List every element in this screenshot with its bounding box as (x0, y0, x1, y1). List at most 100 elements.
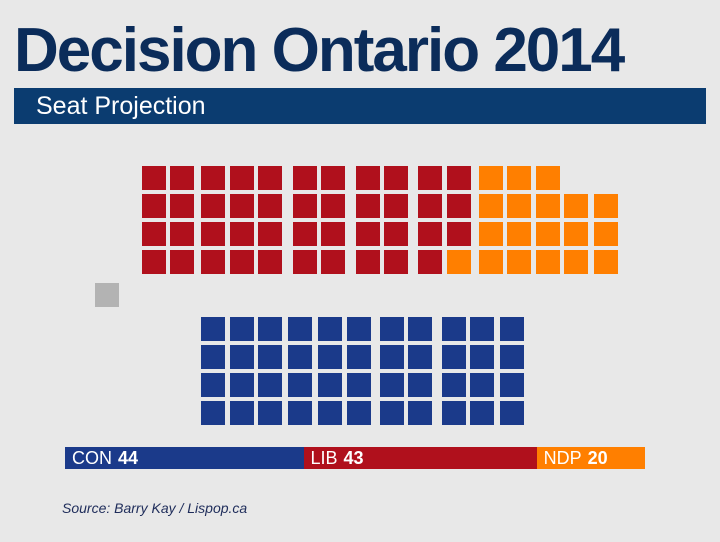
seat-con-23 (347, 373, 371, 397)
seat-lib-3 (142, 222, 166, 246)
seat-lib-28 (321, 250, 345, 274)
seat-ndp-10 (536, 166, 560, 190)
seat-lib-14 (230, 194, 254, 218)
seat-totals-bar: CON 44 LIB 43 NDP 20 (65, 447, 645, 469)
seat-con-29 (408, 317, 432, 341)
seat-ndp-16 (564, 250, 588, 274)
legend-con-seats: 44 (118, 448, 139, 468)
seat-lib-1 (142, 166, 166, 190)
seat-con-15 (288, 373, 312, 397)
seat-con-11 (258, 373, 282, 397)
seat-con-12 (258, 401, 282, 425)
seat-ndp-7 (507, 194, 531, 218)
seat-con-20 (318, 401, 342, 425)
seat-con-42 (500, 345, 524, 369)
seat-con-35 (442, 373, 466, 397)
legend-lib: LIB 43 (303, 447, 537, 469)
seat-con-36 (442, 401, 466, 425)
seat-con-37 (470, 317, 494, 341)
seat-ndp-19 (594, 250, 618, 274)
seat-ndp-8 (507, 222, 531, 246)
seat-lib-22 (293, 194, 317, 218)
seat-con-14 (288, 345, 312, 369)
seat-con-22 (347, 345, 371, 369)
seat-con-7 (230, 373, 254, 397)
subtitle-banner (14, 88, 706, 124)
seat-con-24 (347, 401, 371, 425)
seat-lib-12 (201, 250, 225, 274)
seat-ndp-3 (479, 194, 503, 218)
seat-con-33 (442, 317, 466, 341)
seat-lib-43 (447, 222, 471, 246)
seat-lib-5 (170, 166, 194, 190)
seat-con-17 (318, 317, 342, 341)
seat-ndp-4 (479, 222, 503, 246)
seat-ndp-11 (536, 194, 560, 218)
seat-oth-1 (95, 283, 119, 307)
seat-ndp-15 (564, 222, 588, 246)
chart-subtitle: Seat Projection (36, 92, 206, 120)
seat-lib-9 (201, 166, 225, 190)
legend-con-label: CON (72, 448, 112, 468)
seat-lib-40 (418, 250, 442, 274)
seat-lib-8 (170, 250, 194, 274)
seat-lib-27 (321, 222, 345, 246)
seat-con-31 (408, 373, 432, 397)
seat-lib-13 (230, 166, 254, 190)
seat-con-4 (201, 401, 225, 425)
seat-ndp-14 (564, 194, 588, 218)
seat-con-32 (408, 401, 432, 425)
page-title: Decision Ontario 2014 (14, 16, 625, 85)
seat-con-2 (201, 345, 225, 369)
seat-lib-19 (258, 222, 282, 246)
seat-lib-25 (321, 166, 345, 190)
seat-lib-16 (230, 250, 254, 274)
seat-con-30 (408, 345, 432, 369)
seat-lib-4 (142, 250, 166, 274)
seat-ndp-18 (594, 222, 618, 246)
seat-con-13 (288, 317, 312, 341)
seat-lib-36 (384, 250, 408, 274)
seat-con-38 (470, 345, 494, 369)
seat-lib-10 (201, 194, 225, 218)
seat-con-6 (230, 345, 254, 369)
seat-con-26 (380, 345, 404, 369)
seat-lib-39 (418, 222, 442, 246)
seat-lib-34 (384, 194, 408, 218)
seat-con-41 (500, 317, 524, 341)
seat-ndp-2 (479, 166, 503, 190)
seat-con-27 (380, 373, 404, 397)
seat-lib-35 (384, 222, 408, 246)
seat-ndp-9 (507, 250, 531, 274)
seat-con-9 (258, 317, 282, 341)
seat-con-1 (201, 317, 225, 341)
seat-con-25 (380, 317, 404, 341)
seat-con-39 (470, 373, 494, 397)
seat-con-21 (347, 317, 371, 341)
seat-ndp-12 (536, 222, 560, 246)
seat-con-43 (500, 373, 524, 397)
seat-ndp-6 (507, 166, 531, 190)
legend-ndp-seats: 20 (587, 448, 608, 468)
seat-lib-41 (447, 166, 471, 190)
seat-con-40 (470, 401, 494, 425)
seat-lib-42 (447, 194, 471, 218)
seat-lib-15 (230, 222, 254, 246)
seat-con-5 (230, 317, 254, 341)
seat-con-18 (318, 345, 342, 369)
legend-con: CON 44 (65, 447, 304, 469)
seat-con-8 (230, 401, 254, 425)
seat-lib-7 (170, 222, 194, 246)
seat-lib-20 (258, 250, 282, 274)
seat-con-10 (258, 345, 282, 369)
seat-con-3 (201, 373, 225, 397)
source-note: Source: Barry Kay / Lispop.ca (62, 500, 248, 516)
seat-con-28 (380, 401, 404, 425)
seat-ndp-13 (536, 250, 560, 274)
seat-lib-21 (293, 166, 317, 190)
legend-lib-label: LIB (310, 448, 338, 468)
seat-ndp-17 (594, 194, 618, 218)
seat-ndp-1 (447, 250, 471, 274)
seat-con-16 (288, 401, 312, 425)
seat-lib-17 (258, 166, 282, 190)
